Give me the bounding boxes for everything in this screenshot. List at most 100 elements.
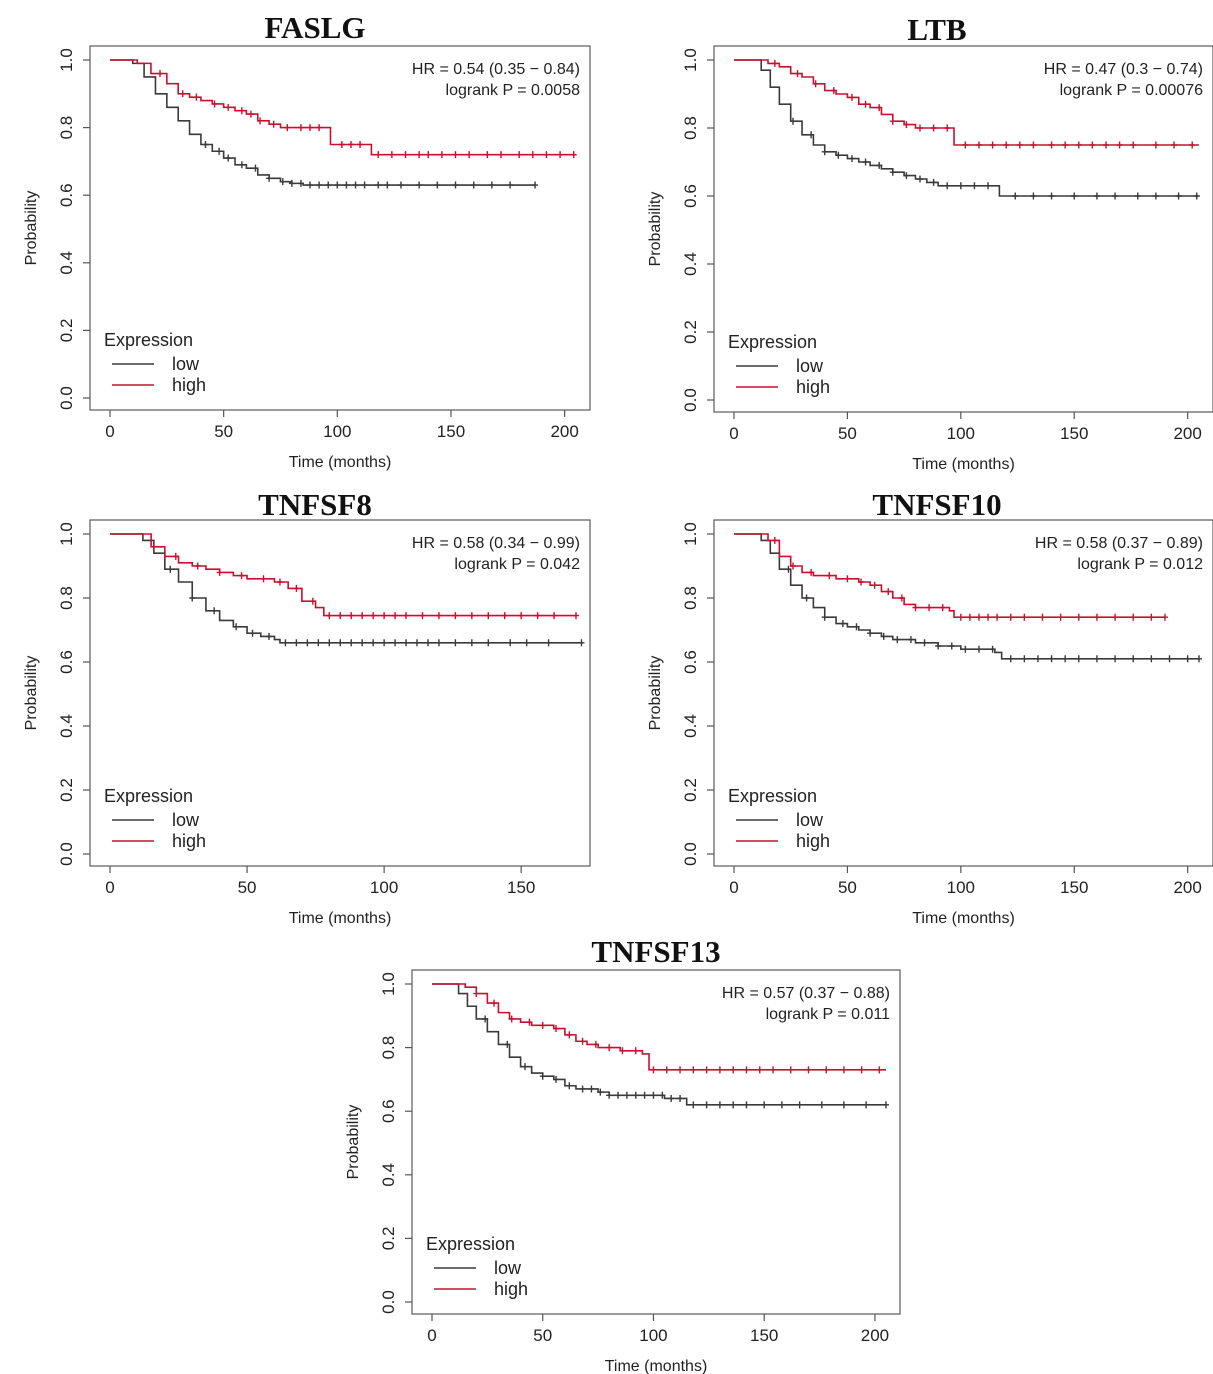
x-tick-label: 150	[1060, 878, 1088, 897]
censor-mark-high	[1039, 613, 1046, 621]
x-axis-label: Time (months)	[289, 910, 392, 927]
y-tick-label: 0.2	[681, 320, 700, 344]
censor-mark-low	[579, 1085, 586, 1093]
censor-mark-low	[876, 161, 883, 169]
censor-mark-high	[690, 1066, 697, 1074]
censor-mark-low	[1166, 655, 1173, 663]
y-tick-label: 0.8	[57, 586, 76, 610]
logrank-p-label: logrank P = 0.0058	[446, 82, 581, 99]
censor-mark-low	[488, 181, 495, 189]
censor-mark-high	[238, 572, 245, 580]
censor-mark-high	[703, 1066, 710, 1074]
censor-mark-low	[957, 182, 964, 190]
censor-mark-low	[962, 645, 969, 653]
y-tick-label: 0.4	[57, 251, 76, 275]
censor-mark-low	[853, 623, 860, 631]
censor-mark-low	[189, 594, 196, 602]
series-low	[432, 983, 889, 1109]
censor-mark-low	[1130, 655, 1137, 663]
censor-mark-low	[1034, 655, 1041, 663]
censor-mark-high	[994, 613, 1001, 621]
censor-mark-low	[597, 1088, 604, 1096]
censor-mark-high	[473, 990, 480, 998]
censor-mark-high	[497, 151, 504, 159]
censor-mark-low	[862, 158, 869, 166]
km-curve-high	[110, 59, 576, 156]
hazard-ratio-label: HR = 0.57 (0.37 − 0.88)	[722, 985, 890, 1002]
censor-mark-high	[1093, 613, 1100, 621]
censor-mark-low	[789, 117, 796, 125]
censor-mark-high	[917, 124, 923, 132]
censor-mark-high	[743, 1066, 750, 1074]
censor-mark-low	[424, 639, 431, 647]
censor-mark-high	[452, 151, 459, 159]
hazard-ratio-label: HR = 0.58 (0.34 − 0.99)	[412, 535, 580, 552]
x-axis-label: Time (months)	[912, 910, 1015, 927]
censor-mark-high	[1152, 141, 1159, 149]
censor-mark-high	[1030, 141, 1037, 149]
censor-mark-low	[840, 1101, 847, 1109]
y-tick-label: 1.0	[57, 522, 76, 546]
censor-mark-low	[452, 181, 459, 189]
censor-mark-high	[812, 80, 819, 88]
series-high	[734, 533, 1168, 621]
censor-mark-low	[632, 1091, 639, 1099]
censor-mark-high	[284, 124, 291, 132]
censor-mark-low	[315, 639, 322, 647]
series-low	[110, 59, 539, 189]
censor-mark-high	[1089, 141, 1096, 149]
censor-mark-low	[917, 175, 923, 183]
y-tick-label: 0.4	[681, 714, 700, 738]
censor-mark-high	[592, 1040, 599, 1048]
y-axis-label: Probability	[647, 656, 664, 731]
censor-mark-low	[316, 181, 323, 189]
y-tick-label: 0.8	[681, 116, 700, 140]
censor-mark-high	[485, 612, 492, 620]
series-high	[432, 983, 886, 1074]
censor-mark-low	[1093, 192, 1100, 200]
series-high	[110, 533, 579, 620]
y-tick-label: 1.0	[379, 972, 398, 996]
censor-mark-high	[794, 70, 801, 78]
y-tick-label: 0.2	[379, 1227, 398, 1251]
y-tick-label: 1.0	[681, 48, 700, 72]
censor-mark-high	[1171, 141, 1178, 149]
x-tick-label: 0	[729, 424, 738, 443]
panel-title: TNFSF13	[591, 934, 720, 969]
censor-mark-low	[337, 639, 344, 647]
y-axis-label: Probability	[647, 192, 664, 267]
censor-mark-low	[703, 1101, 710, 1109]
censor-mark-high	[844, 575, 851, 583]
censor-mark-low	[883, 1101, 889, 1109]
censor-mark-high	[885, 588, 892, 596]
legend-title: Expression	[104, 330, 193, 350]
km-curve-high	[110, 533, 576, 617]
km-curve-low	[734, 533, 1199, 660]
censor-mark-low	[588, 1085, 595, 1093]
censor-mark-high	[326, 612, 333, 620]
logrank-p-label: logrank P = 0.00076	[1060, 82, 1203, 99]
censor-mark-high	[225, 103, 232, 111]
censor-mark-high	[1007, 613, 1014, 621]
censor-mark-high	[756, 1066, 763, 1074]
censor-mark-high	[566, 1031, 573, 1039]
censor-mark-high	[771, 536, 778, 544]
km-panel-tnfsf8: TNFSF8 0 50 100 150 0.0 0.2 0.4 0.6 0.8 1.0 Time (m…	[23, 487, 591, 927]
censor-mark-high	[557, 151, 564, 159]
censor-mark-high	[529, 151, 536, 159]
x-tick-label: 100	[639, 1326, 667, 1345]
censor-mark-low	[238, 161, 245, 169]
censor-mark-high	[238, 107, 245, 115]
legend-title: Expression	[104, 786, 193, 806]
censor-mark-low	[297, 179, 304, 187]
censor-mark-high	[871, 581, 878, 589]
censor-mark-low	[325, 181, 332, 189]
censor-mark-high	[501, 612, 508, 620]
censor-mark-low	[452, 639, 459, 647]
censor-mark-high	[889, 117, 896, 125]
y-tick-label: 0.0	[681, 842, 700, 866]
censor-mark-low	[839, 620, 846, 628]
censor-mark-high	[939, 604, 946, 612]
x-tick-label: 100	[323, 422, 351, 441]
censor-mark-low	[985, 182, 992, 190]
